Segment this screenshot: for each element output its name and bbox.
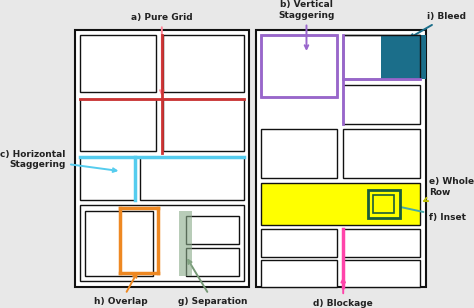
- Bar: [261, 35, 337, 97]
- Bar: [256, 30, 426, 287]
- Bar: [261, 183, 420, 225]
- Bar: [185, 216, 239, 244]
- Text: g) Separation: g) Separation: [178, 260, 248, 306]
- Bar: [343, 229, 420, 257]
- Bar: [261, 260, 337, 287]
- Text: b) Vertical
Staggering: b) Vertical Staggering: [278, 0, 335, 49]
- Bar: [140, 156, 245, 200]
- Bar: [163, 35, 245, 92]
- Bar: [80, 99, 156, 151]
- Bar: [80, 205, 245, 282]
- Text: a) Pure Grid: a) Pure Grid: [131, 13, 192, 94]
- Text: i) Bleed: i) Bleed: [410, 12, 466, 38]
- Bar: [163, 99, 245, 151]
- Text: d) Blockage: d) Blockage: [313, 279, 373, 308]
- Bar: [185, 248, 239, 276]
- Bar: [343, 85, 420, 124]
- Bar: [75, 30, 249, 287]
- Bar: [261, 35, 337, 97]
- Bar: [180, 211, 191, 276]
- Text: f) Inset: f) Inset: [389, 204, 466, 222]
- Text: c) Horizontal
Staggering: c) Horizontal Staggering: [0, 150, 117, 172]
- Bar: [343, 35, 420, 79]
- Bar: [382, 35, 426, 79]
- Bar: [343, 129, 420, 178]
- Bar: [343, 35, 420, 79]
- Text: h) Overlap: h) Overlap: [94, 274, 148, 306]
- Bar: [261, 129, 337, 178]
- Bar: [343, 260, 420, 287]
- Bar: [80, 35, 156, 92]
- Bar: [80, 156, 135, 200]
- Bar: [261, 229, 337, 257]
- Bar: [373, 195, 394, 213]
- Bar: [368, 190, 400, 218]
- Text: e) Whole
Row: e) Whole Row: [424, 177, 474, 201]
- Bar: [84, 211, 154, 276]
